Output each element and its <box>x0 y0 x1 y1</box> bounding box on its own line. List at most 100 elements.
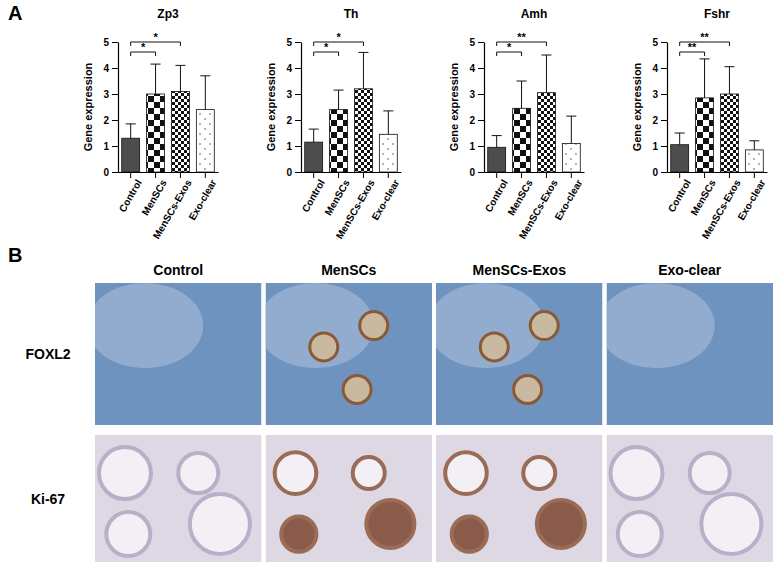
tick: 3 <box>469 89 484 100</box>
tick-mark <box>661 94 667 95</box>
tick-label: Control <box>300 177 327 213</box>
column-header: MenSCs <box>321 262 376 278</box>
follicle <box>281 516 316 551</box>
significance: * <box>131 41 156 56</box>
tick-mark <box>478 120 484 121</box>
tick-mark <box>295 94 301 95</box>
tick-label: 5 <box>286 37 292 48</box>
micrograph <box>266 435 433 562</box>
y-axis: 012345 <box>652 37 667 178</box>
tick-label: Exo-clear <box>735 178 767 223</box>
error-bar <box>566 116 576 143</box>
error-bar-cap <box>383 110 393 111</box>
micrograph <box>95 435 262 562</box>
micrograph-background <box>95 435 262 562</box>
panel-label: B <box>8 244 22 266</box>
tick-label: 2 <box>286 115 292 126</box>
tick: 5 <box>286 37 301 48</box>
tick: 1 <box>103 141 118 152</box>
error-bar <box>334 90 344 110</box>
tick-label: 5 <box>103 37 109 48</box>
error-bar-cap <box>126 123 136 124</box>
error-bar <box>126 124 136 138</box>
tissue <box>436 283 544 368</box>
error-bar <box>675 133 685 145</box>
significance: * <box>131 31 181 46</box>
error-bar-stem <box>338 90 339 110</box>
tick: 4 <box>103 63 118 74</box>
chart: ThGene expression012345ControlMenSCsMenS… <box>265 7 402 241</box>
error-bar-cap <box>566 116 576 117</box>
significance: ** <box>497 31 547 46</box>
tick-mark <box>546 172 547 178</box>
tick-label: 0 <box>469 167 475 178</box>
micrograph <box>607 435 774 562</box>
y-axis-title: Gene expression <box>82 62 94 151</box>
error-bar-stem <box>704 59 705 98</box>
y-axis-title: Gene expression <box>448 62 460 151</box>
error-bar-cap <box>200 75 210 76</box>
significance-label: ** <box>517 31 526 43</box>
axis-line <box>667 43 668 173</box>
column-header: Control <box>153 262 203 278</box>
tick-label: Exo-clear <box>186 178 218 223</box>
bar <box>305 142 323 172</box>
axis-line <box>118 43 119 173</box>
tick-label: Control <box>483 177 510 213</box>
tick: 5 <box>469 37 484 48</box>
tick-mark <box>295 120 301 121</box>
bar <box>537 93 555 172</box>
error-bar-cap <box>541 55 551 56</box>
tick: 1 <box>469 141 484 152</box>
follicle <box>178 453 218 493</box>
bar <box>354 89 372 172</box>
tick: 0 <box>469 167 484 178</box>
x-axis: ControlMenSCsMenSCs-ExosExo-clear <box>117 172 219 241</box>
chart-title: Th <box>344 7 359 21</box>
axis-line <box>302 172 402 173</box>
tick-label: 2 <box>103 115 109 126</box>
tick-mark <box>112 42 118 43</box>
significance-label: ** <box>688 41 697 53</box>
tissue <box>607 283 715 368</box>
tick-mark <box>478 94 484 95</box>
tick-label: 2 <box>469 115 475 126</box>
tick-mark <box>478 42 484 43</box>
bar <box>171 91 189 172</box>
tick: 3 <box>286 89 301 100</box>
tick-mark <box>571 172 572 178</box>
error-bar-stem <box>571 116 572 143</box>
tick-mark <box>313 172 314 178</box>
tick-mark <box>295 68 301 69</box>
error-bar <box>309 129 319 142</box>
follicle <box>514 376 542 404</box>
tick-label: 2 <box>652 115 658 126</box>
significance-label: * <box>141 41 146 53</box>
follicle <box>275 452 317 494</box>
tick: 3 <box>652 89 667 100</box>
tick-mark <box>295 146 301 147</box>
error-bar-cap <box>175 65 185 66</box>
error-bar-cap <box>724 66 734 67</box>
tick: 2 <box>469 115 484 126</box>
tick-label: 1 <box>286 141 292 152</box>
tick: Control <box>300 172 327 214</box>
significance-label: * <box>336 31 341 43</box>
error-bar <box>492 136 502 148</box>
tick: 4 <box>286 63 301 74</box>
error-bar-stem <box>313 129 314 142</box>
marks <box>488 55 581 172</box>
y-axis: 012345 <box>469 37 484 178</box>
tick-label: 5 <box>652 37 658 48</box>
tick-mark <box>661 120 667 121</box>
tick: 3 <box>103 89 118 100</box>
tick: 1 <box>286 141 301 152</box>
tissue <box>266 283 374 368</box>
follicle <box>530 312 558 340</box>
significance: * <box>314 31 364 46</box>
follicle <box>99 447 151 499</box>
tick-label: MenSCs-Exos <box>334 177 377 241</box>
marks <box>122 64 215 172</box>
error-bar-cap <box>358 52 368 53</box>
error-bar <box>749 141 759 150</box>
